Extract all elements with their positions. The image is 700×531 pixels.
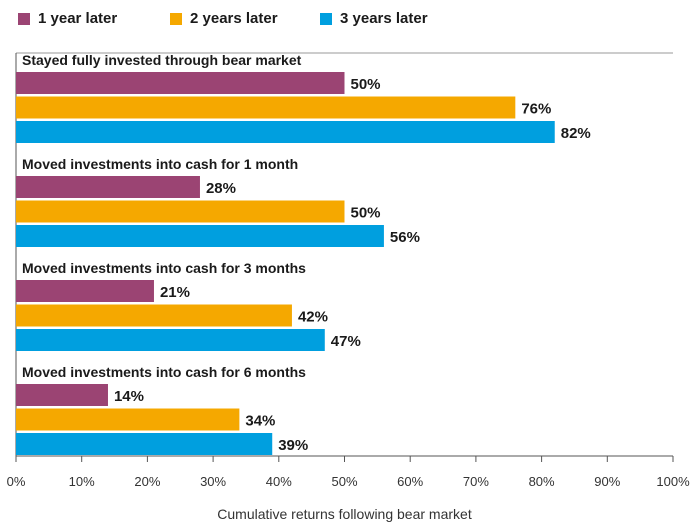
- data-label: 56%: [390, 229, 420, 246]
- category-label: Moved investments into cash for 3 months: [22, 260, 306, 276]
- bar: [16, 433, 273, 455]
- bar: [16, 225, 384, 247]
- chart-legend: 1 year later 2 years later 3 years later: [18, 10, 428, 27]
- bar: [16, 408, 240, 431]
- x-tick-label: 30%: [200, 474, 226, 489]
- bar: [16, 280, 154, 302]
- legend-item-1-year: 1 year later: [18, 10, 170, 27]
- data-label: 21%: [160, 284, 190, 301]
- data-label: 34%: [245, 413, 275, 430]
- x-tick-label: 90%: [594, 474, 620, 489]
- category-label: Stayed fully invested through bear marke…: [22, 52, 302, 68]
- data-label: 50%: [351, 205, 381, 222]
- legend-label-3-years: 3 years later: [340, 10, 428, 27]
- data-label: 14%: [114, 388, 144, 405]
- bar: [16, 72, 345, 94]
- data-label: 50%: [351, 76, 381, 93]
- data-label: 47%: [331, 333, 361, 350]
- x-tick-label: 80%: [529, 474, 555, 489]
- legend-label-2-years: 2 years later: [190, 10, 278, 27]
- data-label: 28%: [206, 180, 236, 197]
- x-axis-title: Cumulative returns following bear market: [217, 506, 472, 522]
- x-tick-label: 0%: [7, 474, 26, 489]
- legend-swatch-2-years: [170, 12, 182, 25]
- bar: [16, 200, 345, 223]
- x-tick-label: 50%: [331, 474, 357, 489]
- data-label: 82%: [561, 125, 591, 142]
- bar: [16, 329, 325, 351]
- legend-item-2-years: 2 years later: [170, 10, 320, 27]
- legend-swatch-1-year: [18, 12, 30, 25]
- x-tick-label: 20%: [134, 474, 160, 489]
- data-label: 39%: [278, 437, 308, 454]
- bar: [16, 176, 200, 198]
- data-label: 76%: [521, 101, 551, 118]
- legend-item-3-years: 3 years later: [320, 10, 428, 27]
- category-label: Moved investments into cash for 1 month: [22, 156, 298, 172]
- bar: [16, 304, 292, 327]
- x-tick-label: 10%: [69, 474, 95, 489]
- x-tick-label: 70%: [463, 474, 489, 489]
- x-tick-label: 100%: [656, 474, 690, 489]
- x-tick-label: 60%: [397, 474, 423, 489]
- bar: [16, 384, 108, 406]
- category-label: Moved investments into cash for 6 months: [22, 364, 306, 380]
- legend-label-1-year: 1 year later: [38, 10, 118, 27]
- bar: [16, 96, 516, 119]
- x-tick-label: 40%: [266, 474, 292, 489]
- data-label: 42%: [298, 309, 328, 326]
- legend-swatch-3-years: [320, 12, 332, 25]
- bar: [16, 121, 555, 143]
